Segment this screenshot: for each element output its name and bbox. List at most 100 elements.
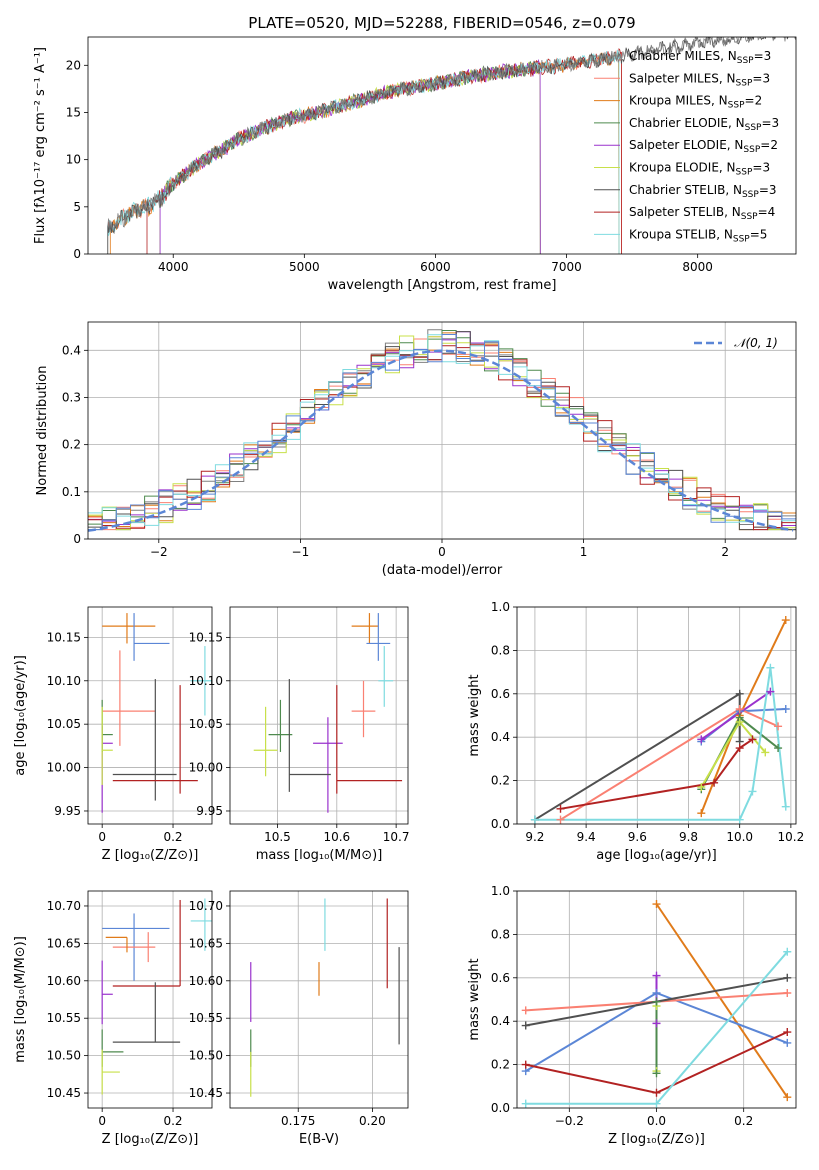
y-tick-label: 0.4 (491, 730, 510, 744)
plot-area (107, 37, 796, 254)
legend-suffix: =3 (759, 183, 777, 197)
panel-mass-age: 10.5 10.6 10.7 9.95 10.00 10.05 10.10 10.15 mass… (189, 606, 409, 863)
legend-text: Chabrier ELODIE, N (629, 116, 745, 130)
panel-residuals: −2 −1 0 1 2 0 0.1 0.2 0.3 0.4 (data-model)/error No… (35, 321, 797, 578)
weight-marker (781, 802, 790, 811)
x-tick-label: 0.0 (647, 1114, 666, 1128)
weight-marker (556, 804, 565, 813)
weight-marker (781, 616, 790, 625)
x-tick-label: 10.0 (726, 830, 753, 844)
spectrum-model-line (107, 49, 622, 254)
legend-entry: 𝒩(0, 1) (734, 336, 778, 350)
x-tick-label: 10.2 (778, 830, 805, 844)
weight-marker (697, 735, 706, 744)
spectrum-model-line (159, 61, 541, 254)
legend-text: Salpeter ELODIE, N (629, 138, 743, 152)
x-axis-label: wavelength [Angstrom, rest frame] (328, 278, 557, 293)
legend-text: Chabrier STELIB, N (629, 183, 742, 197)
legend-subscript: SSP (741, 212, 758, 222)
weight-marker (735, 704, 744, 713)
x-tick-label: −1 (292, 545, 310, 559)
legend-entry: Chabrier ELODIE, NSSP=3 (629, 116, 779, 133)
legend-entry: Salpeter ELODIE, NSSP=2 (629, 138, 778, 155)
legend-entry: Chabrier STELIB, NSSP=3 (629, 183, 777, 200)
legend-text: Kroupa MILES, N (629, 94, 728, 108)
normal-curve (88, 349, 794, 532)
y-tick-label: 0 (73, 247, 81, 261)
weight-marker (774, 744, 783, 753)
y-axis-label: age [log₁₀(age/yr)] (13, 655, 28, 776)
x-tick-label: 10.5 (264, 830, 291, 844)
legend-entry: Kroupa ELODIE, NSSP=3 (629, 161, 770, 178)
x-tick-label: 0 (98, 830, 106, 844)
y-tick-label: 10.55 (189, 1011, 223, 1025)
x-tick-label: 9.6 (628, 830, 647, 844)
legend-suffix: =3 (752, 71, 770, 85)
axes-frame (229, 606, 409, 825)
x-axis-label: Z [log₁₀(Z/Z⊙)] (102, 1132, 199, 1147)
weight-marker (652, 1069, 661, 1078)
x-tick-label: 6000 (420, 260, 451, 274)
weight-marker (652, 971, 661, 980)
weight-series-line (655, 903, 789, 1098)
legend-subscript: SSP (728, 101, 745, 111)
x-tick-label: 9.8 (679, 830, 698, 844)
x-tick-label: 0 (98, 1114, 106, 1128)
legend-suffix: =3 (752, 161, 770, 175)
weight-marker (521, 1021, 530, 1030)
weight-marker (710, 778, 719, 787)
y-axis-label: Flux [fλ10⁻¹⁷ erg cm⁻² s⁻¹ A⁻¹] (33, 47, 48, 244)
spectrum-model-line (107, 49, 620, 254)
axes-frame (87, 36, 797, 255)
y-axis-label: mass [log₁₀(M/M⊙)] (13, 936, 28, 1063)
legend-suffix: =2 (745, 94, 763, 108)
y-tick-label: 0.1 (62, 485, 81, 499)
legend-subscript: SSP (745, 123, 762, 133)
weight-marker (783, 1038, 792, 1047)
x-axis-label: age [log₁₀(age/yr)] (596, 848, 717, 863)
y-tick-label: 0.0 (491, 817, 510, 831)
weight-marker (761, 748, 770, 757)
x-tick-label: 5000 (289, 260, 320, 274)
x-tick-label: 0.2 (163, 1114, 182, 1128)
panel-EBV-mass: 0.175 0.20 10.45 10.50 10.55 10.60 10.65 10.70 E… (189, 890, 409, 1147)
y-tick-label: 10.70 (47, 899, 81, 913)
weight-marker (735, 744, 744, 753)
weight-series-line (560, 738, 754, 810)
residual-legend: 𝒩(0, 1) (694, 336, 778, 350)
legend-suffix: =3 (761, 116, 779, 130)
weight-marker (783, 988, 792, 997)
y-tick-label: 10 (66, 153, 81, 167)
x-tick-label: 9.2 (525, 830, 544, 844)
x-tick-label: 0.2 (163, 830, 182, 844)
plot-area (250, 898, 400, 1097)
weight-marker (783, 1093, 792, 1102)
legend-entry: Kroupa MILES, NSSP=2 (629, 94, 762, 111)
x-axis-label: mass [log₁₀(M/M⊙)] (256, 848, 383, 863)
y-tick-label: 9.95 (54, 804, 81, 818)
weight-marker (652, 997, 661, 1006)
weight-marker (652, 988, 661, 997)
y-tick-label: 0.8 (491, 643, 510, 657)
plot-area (88, 329, 796, 532)
weight-marker (774, 722, 783, 731)
legend-subscript: SSP (743, 145, 760, 155)
weight-marker (735, 718, 744, 727)
axes-frame (229, 890, 409, 1109)
plot-area (101, 613, 212, 813)
plot-area (101, 898, 212, 1095)
y-axis-label: Normed distribution (35, 366, 50, 496)
x-tick-label: 1 (580, 545, 588, 559)
x-tick-label: 0.175 (281, 1114, 315, 1128)
y-tick-label: 10.05 (47, 717, 81, 731)
y-tick-label: 0.2 (62, 438, 81, 452)
legend-text: Salpeter STELIB, N (629, 205, 741, 219)
x-axis-label: Z [log₁₀(Z/Z⊙)] (608, 1132, 705, 1147)
y-tick-label: 0.3 (62, 390, 81, 404)
axes-frame (87, 606, 213, 825)
histogram-step (88, 334, 796, 531)
y-tick-label: 10.10 (189, 674, 223, 688)
weight-marker (783, 947, 792, 956)
weight-marker (735, 689, 744, 698)
